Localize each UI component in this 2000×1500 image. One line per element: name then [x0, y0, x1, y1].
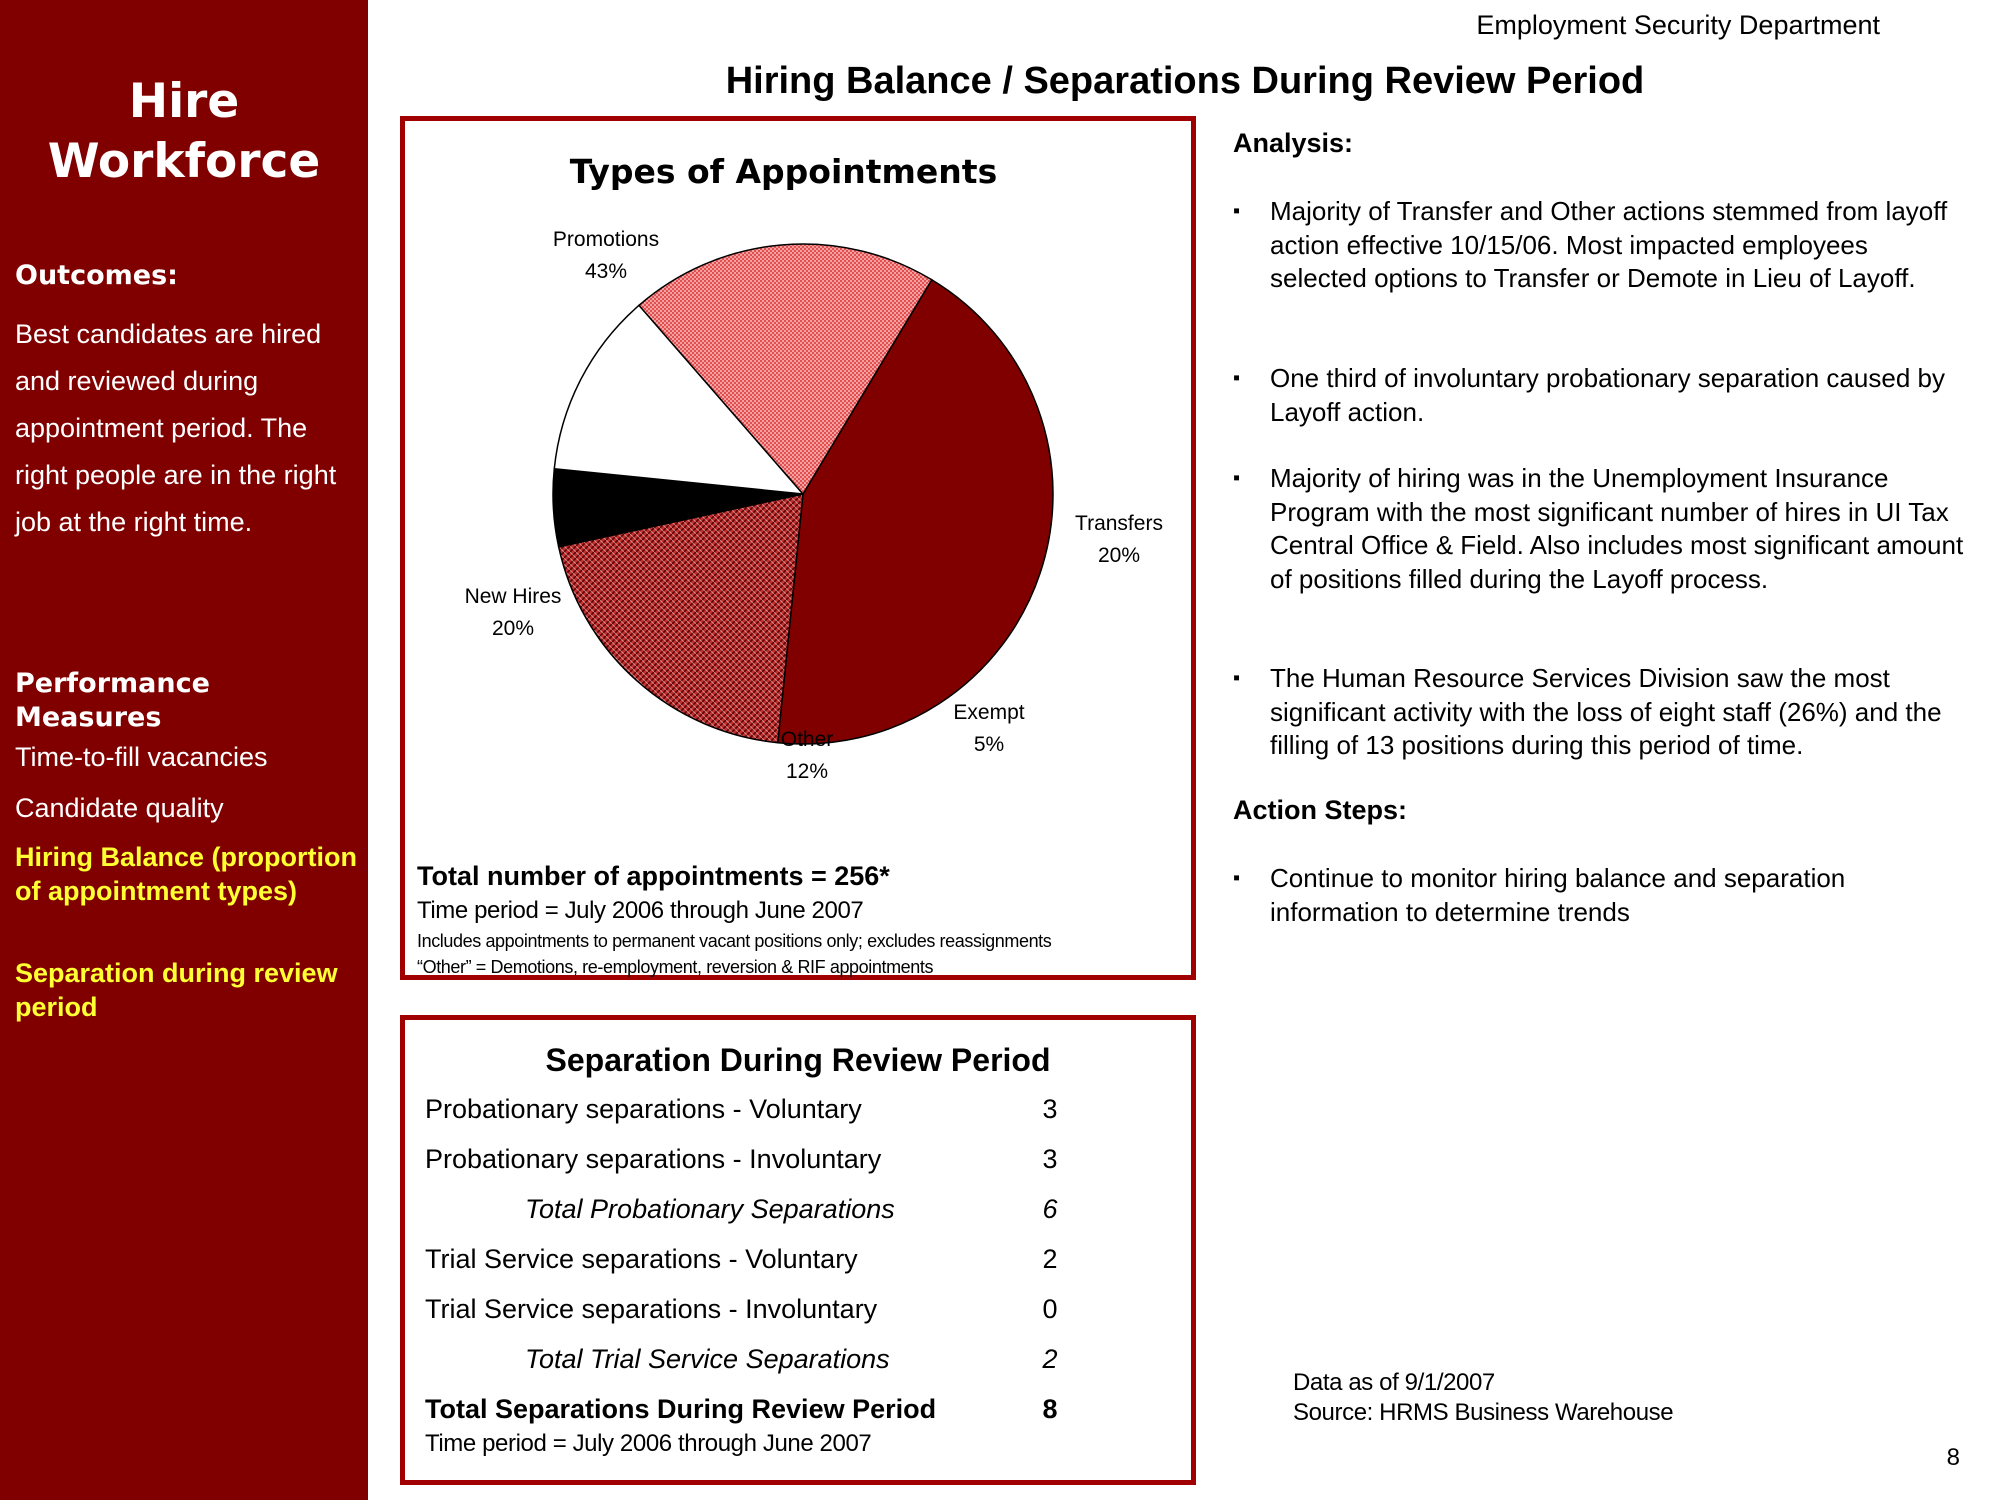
separation-time-period: Time period = July 2006 through June 200… [425, 1430, 872, 1457]
separation-row-value: 0 [1042, 1294, 1058, 1324]
separation-row-label: Total Probationary Separations [525, 1194, 895, 1224]
outcomes-text: Best candidates are hired and reviewed d… [15, 319, 337, 537]
page-title: Hiring Balance / Separations During Revi… [725, 60, 1645, 102]
data-source: Data as of 9/1/2007 Source: HRMS Busines… [1293, 1368, 1674, 1428]
pie-label-transfers-value: 20% [1097, 544, 1141, 567]
separation-row-value: 3 [1042, 1094, 1058, 1124]
pie-slice-transfers [557, 493, 804, 744]
appointments-chart-box [400, 116, 1196, 980]
pie-slice-new-hires [637, 243, 933, 496]
department-name: Employment Security Department [1476, 10, 1880, 40]
pie-label-promotions-name: Promotions [552, 228, 660, 251]
analysis-bullet-text: The Human Resource Services Division saw… [1270, 663, 1942, 760]
sidebar: Hire Workforce Outcomes: Best candidates… [0, 0, 368, 1500]
sidebar-title-line-2: Workforce [47, 134, 321, 189]
separation-row-label: Probationary separations - Voluntary [425, 1094, 862, 1124]
pie-label-new-hires-value: 20% [491, 617, 535, 640]
analysis-bullet-text: Majority of Transfer and Other actions s… [1270, 196, 1948, 293]
sidebar-title-line-1: Hire [128, 74, 240, 129]
pie-slice-other [553, 304, 805, 495]
pie-label-exempt-value: 5% [973, 733, 1005, 756]
pie-label-other-name: Other [780, 728, 834, 751]
data-source-text: Source: HRMS Business Warehouse [1293, 1399, 1674, 1426]
separation-row-value: 6 [1042, 1194, 1058, 1224]
pie-label-new-hires: New Hires 20% [433, 581, 593, 645]
separation-row: Probationary separations - Voluntary 3 [425, 1094, 1185, 1134]
total-appointments: Total number of appointments = 256* [417, 861, 890, 891]
data-as-of: Data as of 9/1/2007 [1293, 1369, 1495, 1396]
chart-note-includes: Includes appointments to permanent vacan… [417, 931, 1052, 951]
chart-title: Types of Appointments [569, 152, 998, 191]
measure-separation: Separation during review period [15, 958, 338, 1022]
separation-title: Separation During Review Period [545, 1042, 1051, 1078]
performance-measures-heading: Performance Measures [15, 668, 210, 733]
pie-label-other: Other 12% [727, 724, 887, 788]
bullet-icon: ▪ [1233, 867, 1241, 889]
bullet-icon: ▪ [1233, 667, 1241, 689]
bullet-icon: ▪ [1233, 367, 1241, 389]
separation-row-value: 3 [1042, 1144, 1058, 1174]
separation-row-label: Total Separations During Review Period [425, 1394, 937, 1424]
pie-slice-promotions [776, 278, 1054, 745]
action-steps-heading: Action Steps: [1233, 795, 1408, 825]
separation-row: Trial Service separations - Involuntary … [425, 1294, 1185, 1334]
pie-label-transfers: Transfers 20% [1039, 508, 1199, 572]
separation-row-label: Trial Service separations - Voluntary [425, 1244, 858, 1274]
page-number: 8 [1946, 1444, 1960, 1471]
analysis-heading: Analysis: [1233, 128, 1354, 158]
separation-row-label: Probationary separations - Involuntary [425, 1144, 882, 1174]
separation-row-label: Trial Service separations - Involuntary [425, 1294, 878, 1324]
pie-label-new-hires-name: New Hires [464, 585, 562, 608]
bullet-icon: ▪ [1233, 200, 1241, 222]
pie-label-transfers-name: Transfers [1075, 512, 1163, 535]
action-bullet-text: Continue to monitor hiring balance and s… [1270, 863, 1846, 927]
bullet-icon: ▪ [1233, 467, 1241, 489]
measure-time-to-fill: Time-to-fill vacancies [15, 742, 268, 772]
chart-footer: Total number of appointments = 256* Time… [417, 858, 1177, 980]
measure-hiring-balance: Hiring Balance (proportion of appointmen… [15, 842, 358, 906]
pie-label-exempt-name: Exempt [953, 701, 1025, 724]
chart-time-period: Time period = July 2006 through June 200… [417, 897, 864, 924]
sidebar-title: Hire Workforce [0, 72, 368, 192]
pie-label-other-value: 12% [785, 760, 829, 783]
pie-label-promotions-value: 43% [584, 260, 628, 283]
pie-label-exempt: Exempt 5% [909, 697, 1069, 761]
separation-row-value: 8 [1042, 1394, 1058, 1424]
measure-candidate-quality: Candidate quality [15, 793, 224, 823]
separation-row: Probationary separations - Involuntary 3 [425, 1144, 1185, 1184]
pie-label-promotions: Promotions 43% [526, 224, 686, 288]
separation-subtotal-row: Total Trial Service Separations 2 [425, 1344, 1185, 1384]
analysis-bullet-text: Majority of hiring was in the Unemployme… [1270, 463, 1964, 594]
separation-box: Separation During Review Period Probatio… [400, 1015, 1196, 1485]
outcomes-heading: Outcomes: [15, 260, 178, 291]
separation-total-row: Total Separations During Review Period 8 [425, 1394, 1185, 1434]
analysis-bullet-text: One third of involuntary probationary se… [1270, 363, 1945, 427]
separation-subtotal-row: Total Probationary Separations 6 [425, 1194, 1185, 1234]
separation-row-value: 2 [1042, 1344, 1058, 1374]
separation-row: Trial Service separations - Voluntary 2 [425, 1244, 1185, 1284]
chart-note-other: “Other” = Demotions, re-employment, reve… [417, 957, 934, 977]
separation-row-label: Total Trial Service Separations [525, 1344, 890, 1374]
separation-row-value: 2 [1042, 1244, 1058, 1274]
